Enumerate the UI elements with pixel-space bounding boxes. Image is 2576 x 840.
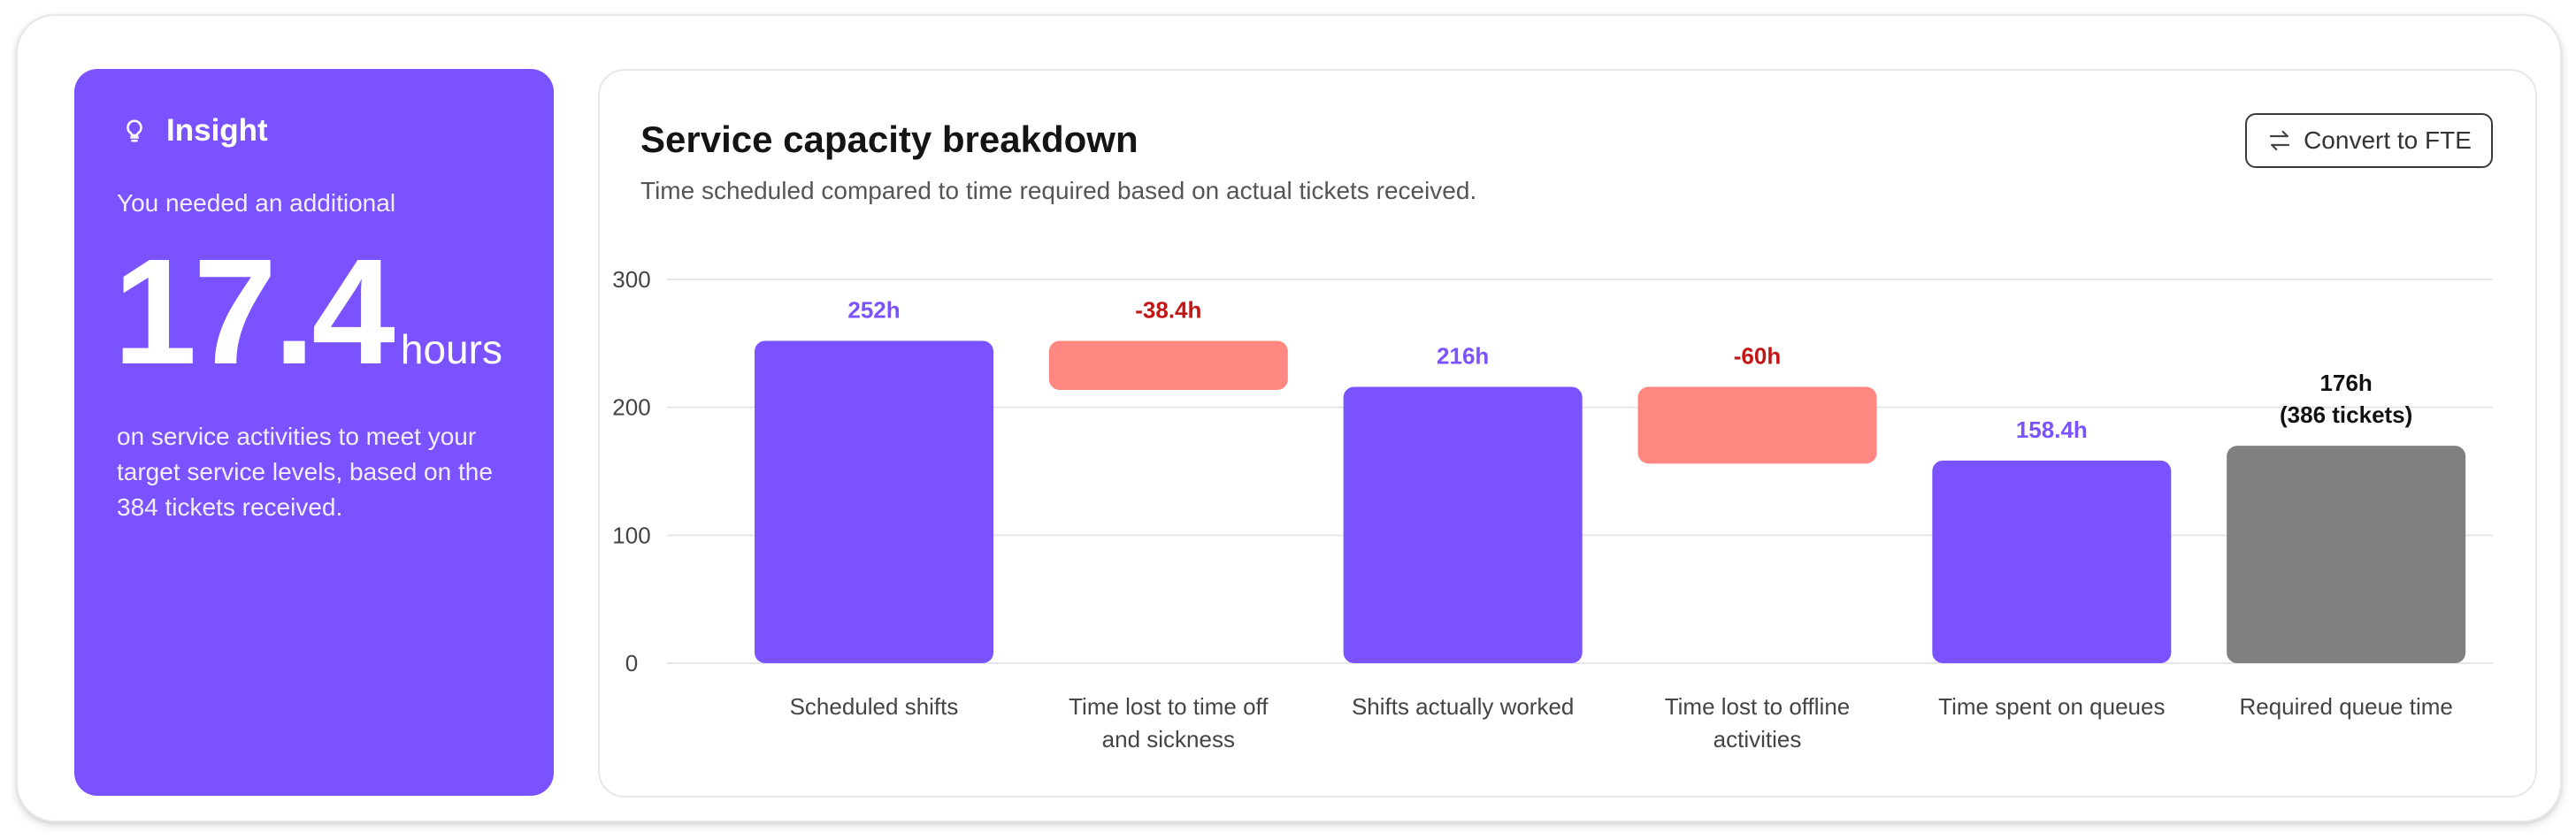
data-label: (386 tickets) [2280,401,2412,428]
y-tick-label: 300 [612,266,650,293]
x-category-label: Time lost to time off [1069,693,1269,720]
metric-value: 17.4 [113,228,395,396]
y-tick-label: 200 [612,394,650,421]
data-label: 176h [2320,370,2373,396]
insight-intro: You needed an additional [117,189,396,217]
lightbulb-icon [120,117,149,145]
data-label: -60h [1734,343,1781,370]
x-category-label: and sickness [1102,726,1235,752]
required-bar [2227,446,2466,663]
x-category-label: activities [1714,726,1802,752]
chart-card: Service capacity breakdown Time schedule… [598,69,2537,798]
insight-body: on service activities to meet your targe… [117,423,493,521]
x-category-label: Time lost to offline [1665,693,1851,720]
total-bar [1932,460,2172,663]
x-category-label: Required queue time [2239,693,2452,720]
total-bar [1343,386,1583,663]
metric-unit: hours [400,326,502,372]
convert-to-fte-button[interactable]: Convert to FTE [2245,113,2493,168]
insight-panel: Insight You needed an additional 17.4 ho… [74,69,554,796]
y-tick-label: 100 [612,522,650,548]
insight-title: Insight [166,113,268,148]
x-category-label: Shifts actually worked [1352,693,1574,720]
x-category-label: Time spent on queues [1938,693,2165,720]
chart-title: Service capacity breakdown [640,118,1138,160]
data-label: -38.4h [1135,296,1201,323]
x-category-label: Scheduled shifts [790,693,959,720]
chart-subtitle: Time scheduled compared to time required… [640,177,1477,204]
data-label: 158.4h [2016,416,2088,443]
waterfall-chart: 0 100 200 300 252h Scheduled shifts -38.4h Time… [612,266,2493,752]
swap-arrows-icon [2266,127,2293,154]
total-bar [755,340,993,663]
y-tick-label: 0 [625,650,638,676]
negative-bar [1048,340,1288,390]
dashboard-card: Insight You needed an additional 17.4 ho… [16,14,2562,822]
data-label: 252h [847,296,900,323]
data-label: 216h [1437,343,1489,370]
negative-bar [1637,386,1877,464]
insight-metric: 17.4 hours [113,237,502,387]
insight-header: Insight [120,113,268,149]
convert-button-label: Convert to FTE [2304,126,2472,154]
